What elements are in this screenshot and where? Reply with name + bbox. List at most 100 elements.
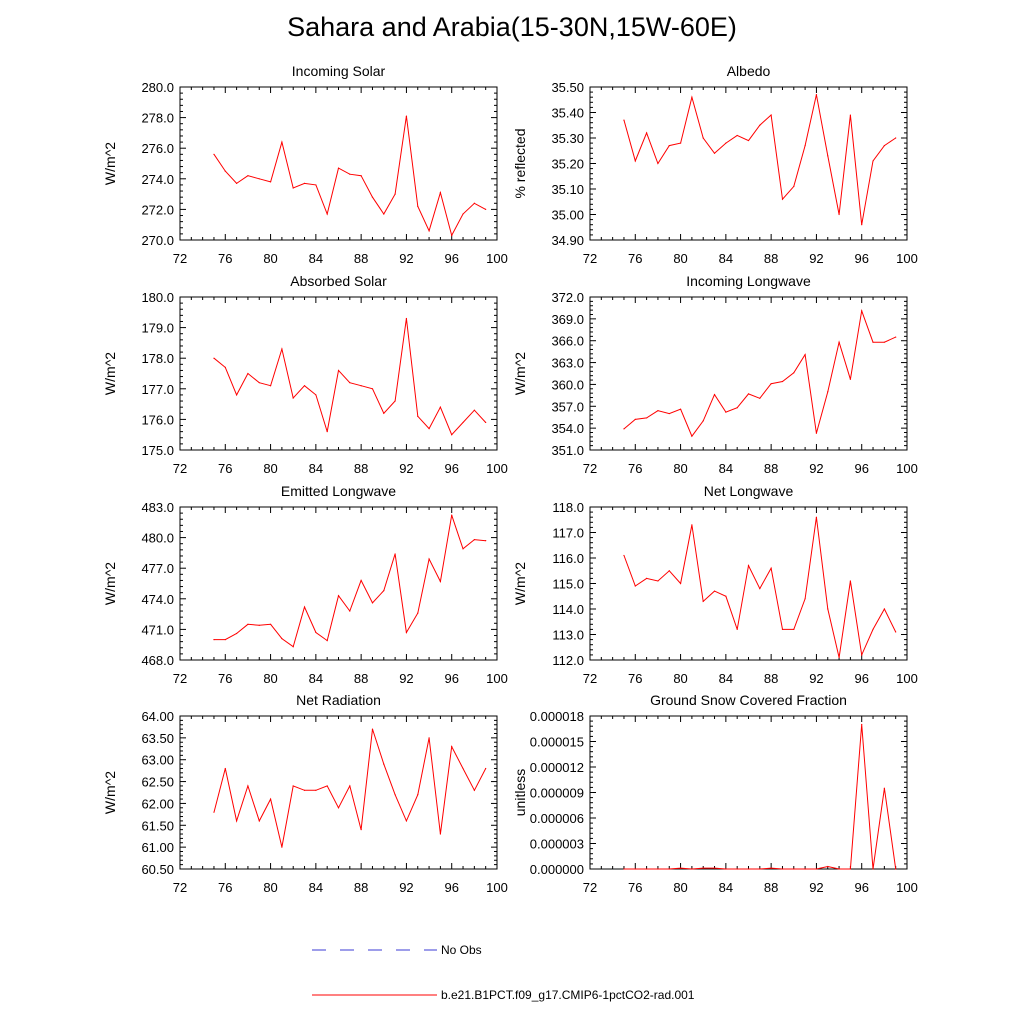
data-point xyxy=(451,514,453,516)
x-tick-label: 76 xyxy=(218,461,232,476)
data-point xyxy=(736,407,738,409)
y-axis-label: % reflected xyxy=(512,128,528,198)
x-tick-label: 80 xyxy=(263,880,277,895)
data-point xyxy=(337,167,340,169)
data-point xyxy=(646,868,648,870)
data-point xyxy=(668,145,670,147)
data-point xyxy=(623,119,625,121)
data-point xyxy=(258,382,260,384)
data-point xyxy=(872,628,874,631)
data-point xyxy=(371,388,374,390)
data-point xyxy=(417,794,419,796)
x-tick-label: 72 xyxy=(173,251,187,266)
data-point xyxy=(473,539,475,541)
data-point xyxy=(417,612,419,614)
data-point xyxy=(815,868,818,870)
x-tick-label: 100 xyxy=(896,251,918,266)
data-point xyxy=(781,868,784,870)
legend: No Obs b.e21.B1PCT.f09_g17.CMIP6-1pctCO2-… xyxy=(312,943,695,1002)
panel-title: Emitted Longwave xyxy=(281,483,396,499)
plot-frame xyxy=(589,296,908,451)
data-point xyxy=(326,431,328,433)
data-point xyxy=(281,348,283,350)
x-tick-label: 100 xyxy=(486,671,508,686)
data-point xyxy=(770,383,772,385)
data-point xyxy=(360,175,362,177)
x-tick-label: 92 xyxy=(809,671,823,686)
x-tick-label: 72 xyxy=(583,671,597,686)
x-tick-label: 92 xyxy=(399,880,413,895)
data-point xyxy=(258,820,260,822)
data-point xyxy=(781,380,784,383)
y-tick-label: 468.0 xyxy=(141,653,174,668)
data-point xyxy=(394,400,396,402)
data-point xyxy=(646,132,648,134)
data-point xyxy=(236,820,238,822)
x-tick-label: 76 xyxy=(628,880,642,895)
x-tick-label: 80 xyxy=(263,251,277,266)
data-point xyxy=(736,134,738,137)
y-tick-label: 34.90 xyxy=(551,233,584,248)
data-point xyxy=(747,139,750,142)
y-tick-label: 61.50 xyxy=(141,818,174,833)
data-point xyxy=(337,369,340,372)
data-point xyxy=(303,385,306,387)
series-line xyxy=(623,94,896,225)
data-point xyxy=(747,393,750,395)
data-point xyxy=(770,114,772,116)
data-point xyxy=(838,213,840,216)
data-point xyxy=(303,606,306,608)
data-point xyxy=(725,595,727,597)
x-tick-label: 96 xyxy=(444,251,458,266)
x-tick-label: 100 xyxy=(896,671,918,686)
data-point xyxy=(804,868,806,870)
y-tick-label: 60.50 xyxy=(141,862,174,877)
data-point xyxy=(849,580,851,582)
plot-frame xyxy=(589,86,908,241)
data-point xyxy=(691,96,693,98)
data-point xyxy=(269,623,272,625)
x-tick-label: 96 xyxy=(854,880,868,895)
data-point xyxy=(702,137,704,139)
data-point xyxy=(634,868,636,870)
y-tick-label: 272.0 xyxy=(141,202,174,217)
data-point xyxy=(247,623,249,625)
data-point xyxy=(849,114,851,116)
y-tick-label: 474.0 xyxy=(141,592,174,607)
y-axis-label: unitless xyxy=(512,769,528,816)
data-point xyxy=(315,394,317,396)
series-line xyxy=(623,308,896,438)
x-tick-label: 84 xyxy=(719,880,733,895)
data-point xyxy=(417,205,419,207)
data-point xyxy=(326,213,328,215)
data-point xyxy=(224,767,226,770)
data-point xyxy=(281,141,283,143)
plot-frame xyxy=(179,715,498,870)
data-point xyxy=(213,357,215,359)
data-point xyxy=(360,829,362,831)
x-tick-label: 96 xyxy=(444,671,458,686)
data-point xyxy=(462,767,464,770)
x-tick-label: 96 xyxy=(854,461,868,476)
data-point xyxy=(394,553,396,555)
panel-title: Albedo xyxy=(727,63,771,79)
data-point xyxy=(849,868,851,870)
y-tick-label: 35.30 xyxy=(551,131,584,146)
x-tick-label: 88 xyxy=(354,880,368,895)
y-tick-label: 63.00 xyxy=(141,753,174,768)
chart-panel-1: Albedo 72 76 80 84 88 92 96 100 34.90 35.00 35.10 35… xyxy=(512,63,918,266)
y-tick-label: 35.40 xyxy=(551,106,584,121)
data-point xyxy=(224,366,226,368)
data-point xyxy=(883,145,885,147)
x-tick-label: 92 xyxy=(809,880,823,895)
data-point xyxy=(815,432,818,434)
y-tick-label: 62.00 xyxy=(141,796,174,811)
data-point xyxy=(213,153,215,155)
data-point xyxy=(702,867,704,869)
data-point xyxy=(691,435,693,437)
data-point xyxy=(838,868,840,870)
data-point xyxy=(405,820,408,822)
data-point xyxy=(236,394,238,396)
y-axis-label: W/m^2 xyxy=(512,562,528,605)
x-tick-label: 92 xyxy=(399,461,413,476)
